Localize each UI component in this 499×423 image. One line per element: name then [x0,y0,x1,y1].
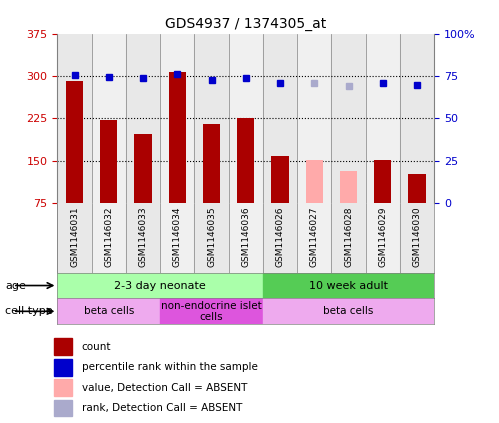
Bar [57,34,92,203]
Bar [134,134,152,203]
Text: GSM1146033: GSM1146033 [139,206,148,267]
Bar [400,203,434,273]
Text: GSM1146036: GSM1146036 [241,206,250,267]
Text: percentile rank within the sample: percentile rank within the sample [81,362,257,372]
Text: beta cells: beta cells [83,306,134,316]
Text: beta cells: beta cells [323,306,374,316]
Bar [263,298,434,324]
Bar [160,298,263,324]
Bar [203,124,220,203]
Bar [331,34,366,203]
Bar [229,34,263,203]
Bar [54,338,72,355]
Text: cell type: cell type [5,306,52,316]
Bar [54,359,72,376]
Bar [169,72,186,203]
Text: count: count [81,342,111,352]
Bar [54,379,72,396]
Text: 10 week adult: 10 week adult [309,280,388,291]
Bar [331,203,366,273]
Bar [263,34,297,203]
Title: GDS4937 / 1374305_at: GDS4937 / 1374305_at [165,17,326,31]
Bar [263,203,297,273]
Bar [66,81,83,203]
Bar [92,34,126,203]
Text: non-endocrine islet
cells: non-endocrine islet cells [161,300,262,322]
Bar [100,120,117,203]
Text: GSM1146029: GSM1146029 [378,206,387,267]
Bar [366,34,400,203]
Bar [297,34,331,203]
Bar [195,203,229,273]
Bar [57,298,160,324]
Text: GSM1146028: GSM1146028 [344,206,353,267]
Text: rank, Detection Call = ABSENT: rank, Detection Call = ABSENT [81,403,242,413]
Text: GSM1146032: GSM1146032 [104,206,113,267]
Bar [400,34,434,203]
Bar [57,273,263,298]
Bar [340,171,357,203]
Bar [126,203,160,273]
Text: GSM1146026: GSM1146026 [275,206,284,267]
Text: 2-3 day neonate: 2-3 day neonate [114,280,206,291]
Bar [271,156,288,203]
Bar [92,203,126,273]
Bar [297,203,331,273]
Text: GSM1146031: GSM1146031 [70,206,79,267]
Bar [366,203,400,273]
Bar [409,174,426,203]
Bar [374,159,391,203]
Bar [160,34,195,203]
Bar [237,118,254,203]
Bar [126,34,160,203]
Bar [160,203,195,273]
Bar [263,273,434,298]
Bar [57,203,92,273]
Bar [195,34,229,203]
Text: age: age [5,280,26,291]
Bar [229,203,263,273]
Bar [54,400,72,417]
Text: GSM1146030: GSM1146030 [413,206,422,267]
Text: GSM1146034: GSM1146034 [173,206,182,267]
Bar [306,159,323,203]
Text: value, Detection Call = ABSENT: value, Detection Call = ABSENT [81,383,247,393]
Text: GSM1146035: GSM1146035 [207,206,216,267]
Text: GSM1146027: GSM1146027 [310,206,319,267]
